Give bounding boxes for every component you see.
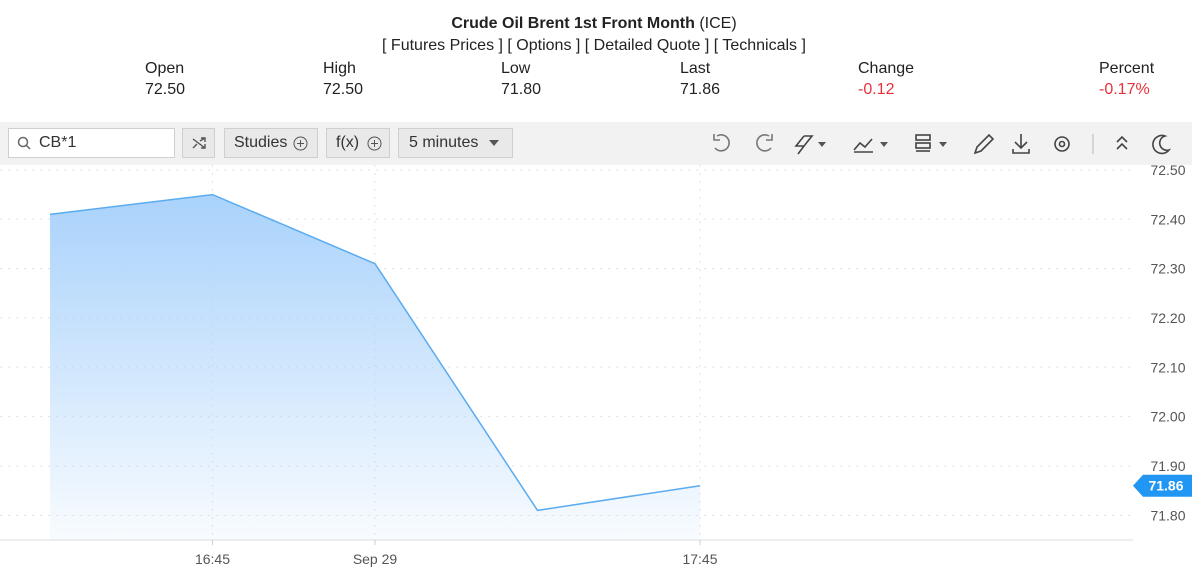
download-icon[interactable] <box>1012 134 1030 154</box>
redo-arrow <box>766 134 773 141</box>
y-tick-label: 72.20 <box>1150 310 1185 326</box>
quote-links: [ Futures Prices ] [ Options ] [ Detaile… <box>0 37 1188 55</box>
settings-icon-part <box>1058 140 1066 148</box>
field-value: 72.50 <box>323 81 364 98</box>
field-label: High <box>323 60 356 77</box>
button-label: Studies <box>234 134 288 151</box>
quote-field: Open 72.50 <box>145 58 185 100</box>
link[interactable]: [ Futures Prices ] <box>382 37 503 54</box>
button-label: 5 minutes <box>409 134 479 151</box>
field-label: Last <box>680 60 711 77</box>
plus-icon <box>293 136 308 151</box>
theme-icon[interactable] <box>1152 134 1172 155</box>
symbol: CB*1 <box>39 134 77 151</box>
chart: 72.50 72.40 72.30 72.20 72.10 72.00 71.90 71.80… <box>0 165 1192 567</box>
settings-icon[interactable] <box>1054 136 1070 152</box>
studies-button[interactable]: Studies <box>224 128 318 158</box>
price-line <box>49 193 701 512</box>
y-tick-label: 71.80 <box>1150 507 1185 523</box>
collapse-icon[interactable] <box>1116 135 1128 150</box>
quote-field: Low 71.80 <box>501 58 541 100</box>
interval-button[interactable]: 5 minutes <box>398 128 513 158</box>
dropdown-arrow <box>939 142 947 147</box>
undo-icon[interactable] <box>714 134 730 152</box>
exchange: (ICE) <box>699 15 737 32</box>
link[interactable]: [ Detailed Quote ] <box>584 37 710 54</box>
field-value: 72.50 <box>145 81 186 98</box>
area-fill <box>50 194 700 540</box>
shuffle-icon <box>192 137 206 149</box>
quote-title: Crude Oil Brent 1st Front Month (ICE) <box>0 15 1188 33</box>
x-tick-label: Sep 29 <box>353 551 398 567</box>
plus-icon <box>367 136 382 151</box>
y-tick-label: 71.90 <box>1150 458 1185 474</box>
y-tick-label: 72.00 <box>1150 409 1185 425</box>
symbol-search[interactable]: CB*1 <box>8 128 175 158</box>
field-value: -0.12 <box>858 81 895 98</box>
field-value: 71.80 <box>501 81 542 98</box>
y-tick-label: 72.30 <box>1150 261 1185 277</box>
field-value: -0.17% <box>1099 81 1150 98</box>
compare-button[interactable] <box>182 128 215 158</box>
search-icon <box>17 136 31 150</box>
layout-icon-part <box>915 142 931 149</box>
last-price-label: 71.86 <box>1148 478 1183 494</box>
instrument-name: Crude Oil Brent 1st Front Month <box>451 15 695 32</box>
field-label: Change <box>858 60 915 77</box>
link[interactable]: [ Technicals ] <box>713 37 806 54</box>
button-label: f(x) <box>336 134 360 151</box>
quote-field: Change -0.12 <box>858 58 914 100</box>
quote-field: Last 71.86 <box>680 58 720 100</box>
functions-button[interactable]: f(x) <box>326 128 390 158</box>
y-tick-label: 72.10 <box>1150 359 1185 375</box>
y-tick-label: 72.50 <box>1150 165 1185 178</box>
dropdown-arrow <box>818 142 826 147</box>
quote-field: High 72.50 <box>323 58 363 100</box>
y-tick-label: 72.40 <box>1150 211 1185 227</box>
field-label: Open <box>145 60 185 77</box>
redo-icon[interactable] <box>756 134 772 152</box>
toolbar-icons <box>713 133 1172 155</box>
chart-toolbar: CB*1 Studies f(x) 5 minutes <box>0 122 1192 165</box>
link[interactable]: [ Options ] <box>507 37 581 54</box>
chart-type-icon[interactable] <box>853 138 873 153</box>
x-tick-label: 17:45 <box>682 551 717 567</box>
dropdown-arrow <box>880 142 888 147</box>
x-tick-label: 16:45 <box>195 551 230 567</box>
undo-arrow <box>713 134 720 141</box>
field-label: Low <box>501 60 531 77</box>
layout-icon[interactable] <box>915 134 931 141</box>
field-label: Percent <box>1099 60 1155 77</box>
last-price-tag <box>1133 474 1192 497</box>
quote-field: Percent -0.17% <box>1099 58 1154 100</box>
drawing-icon[interactable] <box>794 135 814 155</box>
pencil-icon[interactable] <box>973 133 995 155</box>
dropdown-arrow <box>489 140 499 146</box>
field-value: 71.86 <box>680 81 721 98</box>
